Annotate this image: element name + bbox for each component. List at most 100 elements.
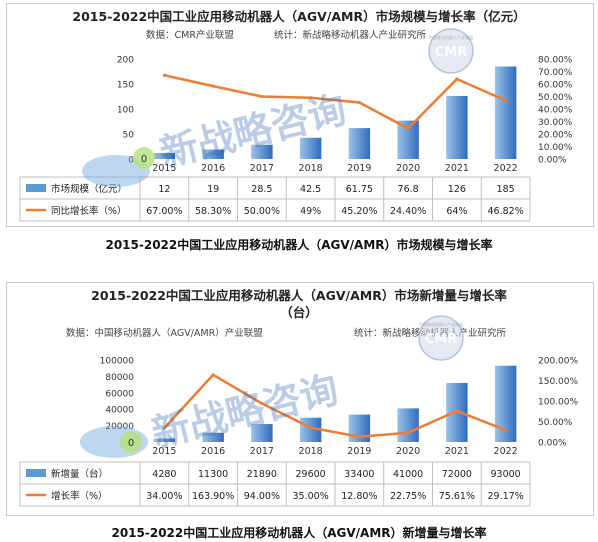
chart1-yright-tick: 30.00%: [538, 118, 573, 128]
chart1-bar: [446, 96, 468, 159]
chart1-bar: [494, 66, 517, 159]
chart2-category-label: 2016: [201, 446, 225, 457]
chart2-yright-tick: 150.00%: [538, 377, 578, 387]
chart1-table-line-value: 45.20%: [341, 206, 377, 217]
chart1-badge-ring-text: 中国移动机器人产业联盟: [429, 34, 473, 40]
chart1-table-line-value: 50.00%: [244, 206, 280, 217]
chart1-table-bar-value: 185: [497, 184, 515, 195]
chart1-watermark-blob: [82, 155, 150, 187]
chart2-category-label: 2018: [299, 446, 323, 457]
chart1-table-bar-value: 61.75: [346, 184, 373, 195]
chart1-line-point: [455, 77, 459, 81]
chart2-watermark-text: 新战略咨询: [148, 367, 343, 456]
chart2-line-point: [162, 426, 166, 430]
chart2-table-bar-value: 33400: [344, 469, 374, 480]
chart2-category-label: 2021: [445, 446, 469, 457]
chart1-line-point: [309, 96, 313, 100]
chart2-table-bar-value: 93000: [491, 469, 521, 480]
chart2-table-line-value: 12.80%: [341, 491, 377, 502]
chart2-category-label: 2017: [250, 446, 274, 457]
chart2-watermark-zero: 0: [128, 438, 134, 449]
chart1-category-label: 2022: [494, 163, 518, 174]
chart2-yleft-tick: 40000: [105, 406, 134, 416]
chart1-yright-tick: 70.00%: [538, 68, 573, 78]
chart1-table-line-value: 46.82%: [488, 206, 524, 217]
chart2-badge-ring: [418, 315, 464, 361]
chart1-yleft-tick: 50: [123, 131, 135, 141]
chart2-table-line-value: 29.17%: [488, 491, 524, 502]
chart2-table-bar-value: 41000: [393, 469, 423, 480]
chart1-watermark-dot: [133, 147, 155, 169]
chart1-line-series: [164, 74, 507, 130]
chart2-category-label: 2022: [494, 446, 518, 457]
chart2-legend-line-name: 增长率（%）: [51, 490, 108, 502]
chart2-bar: [202, 432, 224, 442]
chart1-badge-circle: [429, 29, 473, 73]
chart2-category-label: 2019: [347, 446, 371, 457]
chart1-table-bar-value: 28.5: [251, 184, 272, 195]
chart1-table-line-value: 49%: [300, 206, 321, 217]
chart2-line-point: [309, 426, 313, 430]
chart1-table-bar-value: 126: [448, 184, 466, 195]
chart1-category-label: 2021: [445, 163, 469, 174]
chart1-bar: [153, 153, 176, 159]
chart2-line-point: [211, 373, 215, 377]
chart1-category-label: 2018: [299, 163, 323, 174]
chart2-badge-text: CMR: [425, 332, 458, 347]
chart2-table-line-value: 35.00%: [293, 491, 329, 502]
chart1-category-label: 2017: [250, 163, 274, 174]
chart2-category-label: 2020: [396, 446, 420, 457]
chart1-yright-tick: 40.00%: [538, 106, 573, 116]
chart2-line-series: [163, 373, 507, 439]
chart1-bar: [348, 128, 371, 159]
chart1-watermark-zero: 0: [141, 154, 147, 165]
chart1-table-line-value: 64%: [446, 206, 467, 217]
chart1-yleft-tick: 100: [117, 106, 134, 116]
chart2-bar: [494, 365, 517, 442]
chart1-title: 2015-2022中国工业应用移动机器人（AGV/AMR）市场规模与增长率（亿元…: [72, 9, 525, 24]
chart1-bar: [299, 137, 322, 159]
chart1-legend-line-name: 同比增长率（%）: [51, 205, 127, 217]
chart2-yright-tick: 50.00%: [538, 418, 573, 428]
chart2-bar: [397, 408, 419, 442]
chart1-yright-tick: 0.00%: [538, 156, 567, 166]
chart2-badge-ring-text: 中国移动机器人产业联盟: [419, 321, 463, 327]
chart1-stats-label: 统计：新战略移动机器人产业研究所: [274, 29, 427, 41]
chart1-category-label: 2016: [201, 163, 225, 174]
chart2-yright-tick: 100.00%: [538, 398, 578, 408]
chart2-table-line-value: 34.00%: [146, 491, 182, 502]
chart1-bar: [202, 149, 224, 159]
chart2-yright-tick: 200.00%: [538, 357, 578, 367]
chart2-table-bar-value: 29600: [296, 469, 326, 480]
chart1-line-point: [406, 126, 410, 131]
chart1-yleft-tick: 200: [117, 56, 134, 66]
chart1-table-line-value: 67.00%: [146, 206, 182, 217]
chart1-yright-tick: 80.00%: [538, 56, 573, 66]
chart2-line-point: [357, 435, 361, 439]
chart1-table-bar-value: 42.5: [300, 184, 321, 195]
chart2-source-label: 数据：中国移动机器人（AGV/AMR）产业联盟: [66, 327, 263, 339]
chart2-bar: [251, 424, 273, 442]
chart1-line-point: [162, 73, 166, 77]
chart1-table-line-value: 58.30%: [195, 206, 231, 217]
chart1-table-bar-value: 12: [158, 184, 170, 195]
chart1-category-label: 2015: [152, 163, 176, 174]
chart2-table-line-value: 75.61%: [439, 491, 475, 502]
chart2-legend-bar-name: 新增量（台）: [51, 468, 108, 480]
chart2-yleft-tick: 20000: [105, 422, 134, 432]
chart1-line-point: [357, 100, 361, 105]
chart2-legend-bar-swatch: [26, 469, 46, 477]
chart2-bar: [153, 438, 176, 442]
chart2-table-bar-value: 4280: [152, 469, 176, 480]
chart2-caption: 2015-2022中国工业应用移动机器人（AGV/AMR）新增量与增长率: [111, 526, 487, 540]
chart1-bar: [397, 120, 419, 159]
chart1-line-point: [211, 84, 215, 88]
chart2-line-point: [260, 401, 264, 406]
chart2-table-line-value: 94.00%: [244, 491, 280, 502]
chart2-yright-tick: 0.00%: [538, 439, 567, 449]
chart1-caption: 2015-2022中国工业应用移动机器人（AGV/AMR）市场规模与增长率: [105, 238, 493, 252]
chart1-source-label: 数据：CMR产业联盟: [146, 29, 234, 41]
chart1-yleft-tick: 0: [128, 156, 134, 166]
chart2-svg: 2015-2022中国工业应用移动机器人（AGV/AMR）市场新增量与增长率 （台…: [19, 288, 578, 507]
chart1-legend-bar-name: 市场规模（亿元）: [51, 183, 127, 195]
